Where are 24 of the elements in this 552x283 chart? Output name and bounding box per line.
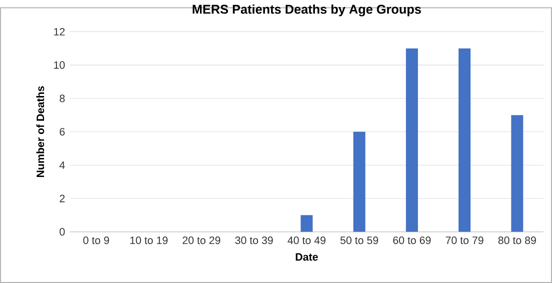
x-axis-title: Date: [296, 253, 318, 261]
y-tick-label: 2: [60, 194, 65, 202]
y-tick-label: 0: [60, 228, 65, 236]
y-tick-label: 6: [60, 128, 65, 136]
bar: [511, 115, 524, 232]
x-tick-label: 70 to 79: [446, 236, 484, 244]
y-tick-label: 10: [54, 61, 65, 69]
x-tick-label: 60 to 69: [393, 236, 431, 244]
y-tick-label: 12: [54, 28, 65, 36]
bar: [406, 48, 418, 232]
y-tick-label: 8: [60, 94, 65, 102]
bar: [353, 132, 366, 232]
y-tick-label: 4: [59, 161, 65, 169]
x-tick-label: 20 to 29: [182, 236, 220, 244]
x-tick-label: 50 to 59: [340, 236, 378, 244]
bar: [458, 48, 471, 232]
x-tick-label: 40 to 49: [288, 236, 326, 244]
x-tick-label: 80 to 89: [498, 236, 536, 244]
x-tick-label: 30 to 39: [235, 236, 273, 244]
bar: [300, 215, 313, 232]
x-tick-label: 10 to 19: [130, 236, 168, 244]
chart-title: MERS Patients Deaths by Age Groups: [192, 4, 421, 16]
x-tick-label: 0 to 9: [83, 236, 110, 244]
y-axis-title: Number of Deaths: [36, 86, 44, 178]
